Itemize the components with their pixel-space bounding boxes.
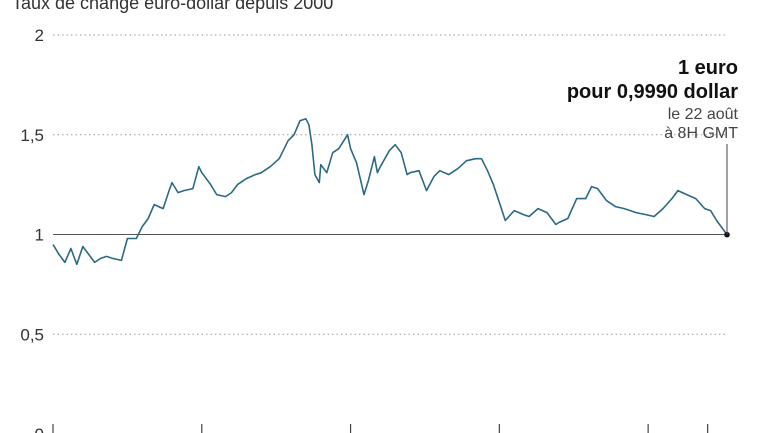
annotation-line-3: le 22 août	[668, 106, 739, 123]
grid-layer	[53, 34, 727, 335]
annotation-line-4: à 8H GMT	[664, 125, 738, 142]
axis-layer: 2 1,5 1 0,5 0	[20, 26, 709, 433]
annotation: 1 euro pour 0,9990 dollar le 22 août à 8…	[567, 57, 739, 142]
y-tick-label: 0	[35, 425, 44, 433]
y-tick-label: 1	[35, 226, 44, 245]
y-tick-label: 1,5	[20, 126, 44, 145]
chart-subtitle: Taux de change euro-dollar depuis 2000	[12, 0, 333, 13]
series-line-eur-usd	[52, 118, 728, 266]
annotation-line-1: 1 euro	[678, 57, 738, 79]
annotation-line-2: pour 0,9990 dollar	[567, 81, 738, 103]
y-tick-label: 0,5	[20, 325, 44, 344]
y-tick-label: 2	[35, 26, 44, 45]
